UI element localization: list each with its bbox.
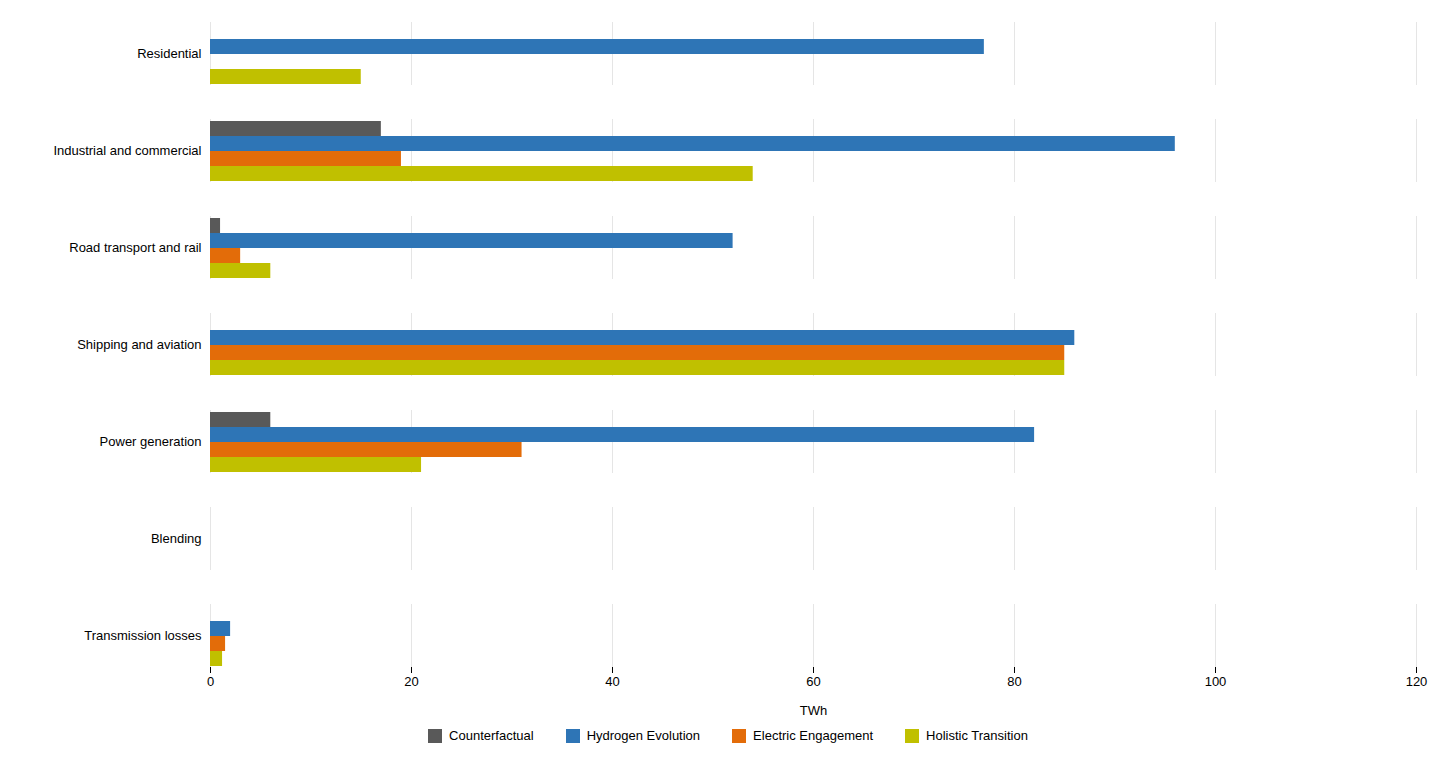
svg-text:Shipping and aviation: Shipping and aviation: [77, 337, 201, 352]
svg-text:0: 0: [207, 674, 214, 689]
svg-text:120: 120: [1406, 674, 1428, 689]
svg-text:Residential: Residential: [137, 46, 201, 61]
html-text:Counterfactual: Counterfactual: [449, 728, 534, 743]
svg-text:Blending: Blending: [151, 531, 202, 546]
svg-text:40: 40: [605, 674, 619, 689]
svg-text:Power generation: Power generation: [100, 434, 202, 449]
svg-text:Transmission losses: Transmission losses: [84, 628, 202, 643]
svg-text:60: 60: [806, 674, 820, 689]
svg-text:100: 100: [1205, 674, 1227, 689]
svg-text:20: 20: [404, 674, 418, 689]
svg-text:Industrial and commercial: Industrial and commercial: [53, 143, 201, 158]
html-text:Electric Engagement: Electric Engagement: [753, 728, 873, 743]
svg-text:Road transport and rail: Road transport and rail: [69, 240, 201, 255]
html-text:Hydrogen Evolution: Hydrogen Evolution: [586, 728, 701, 743]
svg-text:80: 80: [1007, 674, 1021, 689]
html-text:Holistic Transition: Holistic Transition: [926, 728, 1028, 743]
svg-text:TWh: TWh: [800, 703, 827, 718]
